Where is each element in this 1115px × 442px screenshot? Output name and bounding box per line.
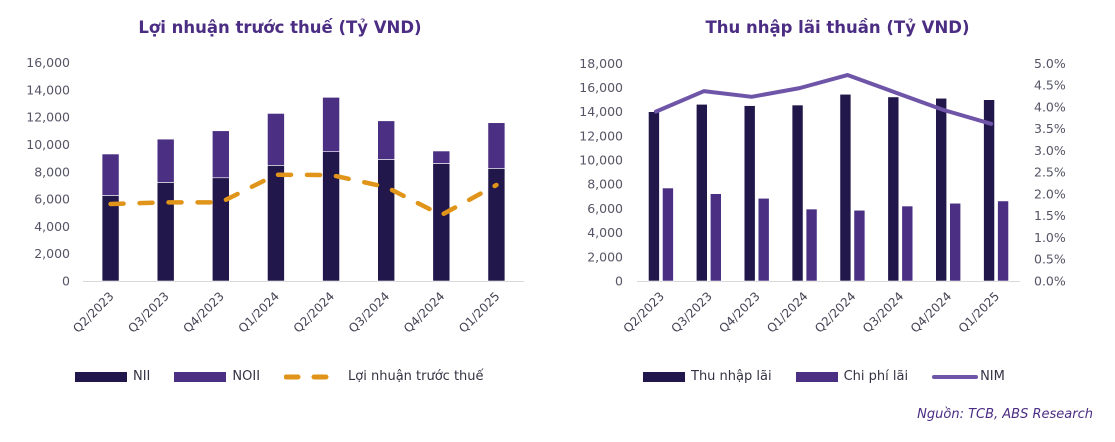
profit-before-tax-chart: 0 2,000 4,000 6,000 8,000 10,000 12,000 14,000 1… xyxy=(26,55,524,336)
y-tick-label: 2,000 xyxy=(587,249,623,264)
bar-interest-income xyxy=(839,93,852,282)
x-tick-label: Q2/2023 xyxy=(621,289,667,335)
bar-noii xyxy=(322,97,340,152)
legend-swatch-nii xyxy=(75,371,127,382)
y-tick-label: 12,000 xyxy=(26,110,70,125)
right-chart-title: Thu nhập lãi thuần (Tỷ VND) xyxy=(705,18,970,37)
legend-label-interest-expense: Chi phí lãi xyxy=(843,369,909,384)
bar-noii xyxy=(487,122,506,169)
bar-interest-expense xyxy=(805,208,818,282)
y-tick-label: 16,000 xyxy=(579,80,623,95)
bar-interest-income xyxy=(743,105,756,282)
x-tick-label: Q1/2024 xyxy=(764,289,810,335)
y2-tick-label: 1.0% xyxy=(1034,230,1066,245)
bar-interest-expense xyxy=(949,202,961,282)
bar-interest-expense xyxy=(710,193,722,282)
bar-noii xyxy=(377,120,395,160)
y2-tick-label: 2.5% xyxy=(1034,165,1066,180)
left-chart-title: Lợi nhuận trước thuế (Tỷ VND) xyxy=(138,18,422,37)
bar-interest-income xyxy=(696,104,708,282)
bar-interest-expense xyxy=(901,205,914,282)
legend-label-nii: NII xyxy=(133,369,151,384)
bar-interest-income xyxy=(648,111,660,282)
y-tick-label: 6,000 xyxy=(34,192,70,207)
legend-label-interest-income: Thu nhập lãi xyxy=(691,369,772,384)
y-tick-label: 8,000 xyxy=(587,177,623,192)
bar-interest-expense xyxy=(662,187,674,282)
y2-tick-label: 0.5% xyxy=(1034,252,1066,267)
y-tick-label: 14,000 xyxy=(579,104,623,119)
x-tick-label: Q4/2024 xyxy=(908,289,954,335)
bar-noii xyxy=(101,153,120,196)
y-tick-label: 12,000 xyxy=(579,128,623,143)
bar-interest-income xyxy=(935,97,947,282)
y-tick-label: 14,000 xyxy=(26,82,70,97)
legend-swatch-noii xyxy=(174,371,227,382)
line-nim xyxy=(653,73,994,126)
x-tick-label: Q3/2023 xyxy=(668,289,714,335)
x-tick-label: Q1/2025 xyxy=(956,289,1002,335)
legend-label-noii: NOII xyxy=(232,369,261,384)
y2-tick-label: 2.0% xyxy=(1034,186,1066,201)
y-tick-label: 2,000 xyxy=(34,246,70,261)
y-tick-label: 0 xyxy=(62,274,70,289)
bar-interest-expense xyxy=(997,200,1009,282)
y2-tick-label: 3.5% xyxy=(1034,121,1066,136)
y-tick-label: 8,000 xyxy=(34,164,70,179)
legend-label-profit: Lợi nhuận trước thuế xyxy=(348,369,484,384)
y-tick-label: 18,000 xyxy=(579,56,623,71)
legend-item-noii: NOII xyxy=(174,369,260,384)
legend-item-nim: NIM xyxy=(932,369,1005,384)
y-tick-label: 10,000 xyxy=(26,137,70,152)
bar-noii xyxy=(432,150,451,164)
source-note: Nguồn: TCB, ABS Research xyxy=(917,407,1093,422)
y2-tick-label: 5.0% xyxy=(1034,56,1066,71)
bar-noii xyxy=(267,113,285,166)
left-legend: NII NOII Lợi nhuận trước thuế xyxy=(75,369,508,384)
y2-tick-label: 4.5% xyxy=(1034,78,1066,93)
y2-tick-label: 1.5% xyxy=(1034,208,1066,223)
y-tick-label: 4,000 xyxy=(34,219,70,234)
x-tick-label: Q4/2023 xyxy=(716,289,762,335)
legend-swatch-profit xyxy=(284,374,343,379)
y-tick-label: 0 xyxy=(615,274,623,289)
bar-interest-expense xyxy=(853,209,866,282)
bar-interest-expense xyxy=(757,197,770,282)
bar-noii xyxy=(156,138,175,183)
bar-interest-income xyxy=(983,99,995,282)
y2-tick-label: 0.0% xyxy=(1034,274,1066,289)
legend-swatch-interest-expense xyxy=(795,371,838,382)
y-tick-label: 16,000 xyxy=(26,55,70,70)
legend-label-nim: NIM xyxy=(980,369,1005,384)
bar-interest-income xyxy=(887,96,900,282)
legend-item-nii: NII xyxy=(75,369,150,384)
legend-swatch-nim xyxy=(932,374,979,379)
legend-item-profit: Lợi nhuận trước thuế xyxy=(284,369,484,384)
bar-interest-income xyxy=(791,104,804,282)
y-tick-label: 6,000 xyxy=(587,201,623,216)
y2-tick-label: 4.0% xyxy=(1034,99,1066,114)
y2-tick-label: 3.0% xyxy=(1034,143,1066,158)
right-legend: Thu nhập lãi Chi phí lãi NIM xyxy=(643,369,1029,384)
x-tick-label: Q2/2024 xyxy=(812,289,858,335)
line-profit-before-tax xyxy=(108,172,499,218)
legend-item-interest-income: Thu nhập lãi xyxy=(643,369,772,384)
legend-item-interest-expense: Chi phí lãi xyxy=(795,369,909,384)
x-tick-label: Q3/2024 xyxy=(860,289,906,335)
y-tick-label: 4,000 xyxy=(587,225,623,240)
legend-swatch-interest-income xyxy=(643,371,685,382)
bar-noii xyxy=(212,130,230,179)
y-tick-label: 10,000 xyxy=(579,153,623,168)
